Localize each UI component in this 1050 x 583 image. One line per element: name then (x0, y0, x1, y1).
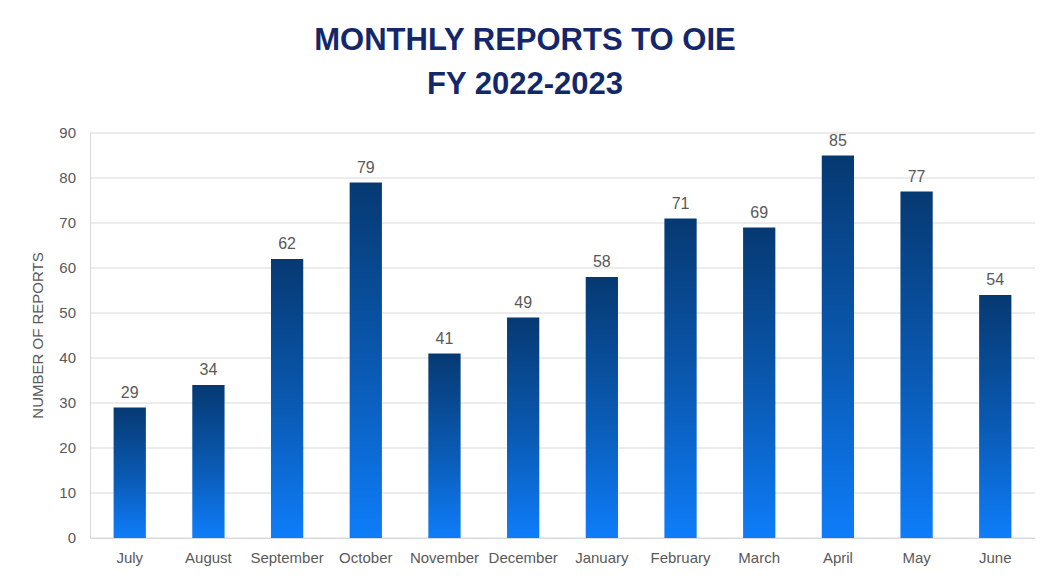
data-labels: 29 34 62 79 41 49 58 71 69 85 77 54 (121, 132, 1004, 401)
y-axis-title: NUMBER OF REPORTS (29, 252, 46, 418)
bar (664, 219, 696, 539)
x-tick-label: December (489, 549, 558, 566)
bar (743, 228, 775, 539)
data-label: 54 (986, 271, 1004, 288)
bar (114, 408, 146, 539)
x-tick: December (489, 538, 558, 566)
bar (586, 277, 618, 538)
chart-title: MONTHLY REPORTS TO OIE FY 2022-2023 (314, 22, 735, 101)
bar (192, 385, 224, 538)
x-tick: October (339, 538, 392, 566)
y-axis-line (90, 134, 91, 539)
y-tick-label: 30 (59, 394, 76, 411)
x-tick-label: January (575, 549, 629, 566)
title-line: FY 2022-2023 (427, 66, 623, 101)
grid-line (90, 493, 1035, 494)
plot-area: 0 10 20 30 40 50 60 70 80 90 July August September Oc… (59, 124, 1035, 565)
x-tick-label: August (185, 549, 233, 566)
y-tick-label: 40 (59, 349, 76, 366)
bar (822, 156, 854, 539)
bars (114, 156, 1012, 539)
y-tick: 60 (59, 259, 90, 276)
grid (90, 133, 1035, 538)
x-tick: November (410, 538, 479, 566)
x-tick-label: March (738, 549, 780, 566)
x-tick: January (575, 538, 629, 566)
data-label: 71 (672, 195, 690, 212)
y-tick: 80 (59, 169, 90, 186)
y-tick-label: 60 (59, 259, 76, 276)
x-tick-label: November (410, 549, 479, 566)
chart-svg: MONTHLY REPORTS TO OIE FY 2022-2023 0 10 20 3… (0, 0, 1050, 583)
title-line: MONTHLY REPORTS TO OIE (314, 22, 735, 57)
x-axis-line (91, 538, 1036, 539)
x-tick-label: April (823, 549, 853, 566)
y-tick: 40 (59, 349, 90, 366)
grid-line (90, 403, 1035, 404)
x-tick: June (979, 538, 1012, 566)
grid-line (90, 313, 1035, 314)
data-label: 77 (908, 168, 926, 185)
y-tick: 50 (59, 304, 90, 321)
x-tick: July (116, 538, 143, 566)
chart-container: MONTHLY REPORTS TO OIE FY 2022-2023 0 10 20 3… (0, 0, 1050, 583)
x-tick-label: September (250, 549, 323, 566)
grid-line (90, 178, 1035, 179)
x-tick: February (651, 538, 712, 566)
grid-line (90, 358, 1035, 359)
data-label: 62 (278, 235, 296, 252)
bar (979, 295, 1011, 538)
y-tick-label: 80 (59, 169, 76, 186)
bar (271, 259, 303, 538)
grid-line (90, 268, 1035, 269)
y-axis: 0 10 20 30 40 50 60 70 80 90 (59, 124, 90, 546)
x-tick-label: February (651, 549, 712, 566)
x-axis: July August September October November Decemb… (91, 538, 1036, 566)
bar (350, 183, 382, 539)
x-tick-label: May (902, 549, 931, 566)
x-tick-label: July (116, 549, 143, 566)
grid-line (90, 538, 1035, 539)
y-tick: 10 (59, 484, 90, 501)
y-tick: 70 (59, 214, 90, 231)
y-tick: 0 (68, 529, 90, 546)
data-label: 34 (200, 361, 218, 378)
bar (507, 318, 539, 539)
x-tick: April (823, 538, 853, 566)
x-tick-label: October (339, 549, 392, 566)
bar (428, 354, 460, 539)
y-tick-label: 20 (59, 439, 76, 456)
grid-line (90, 448, 1035, 449)
data-label: 49 (514, 294, 532, 311)
x-tick: March (738, 538, 780, 566)
x-tick-label: June (979, 549, 1012, 566)
y-tick-label: 70 (59, 214, 76, 231)
y-tick-label: 0 (68, 529, 76, 546)
data-label: 41 (436, 330, 454, 347)
data-label: 29 (121, 384, 139, 401)
bar (900, 192, 932, 539)
grid-line (90, 133, 1035, 134)
x-tick: May (902, 538, 931, 566)
x-tick: September (250, 538, 323, 566)
data-label: 58 (593, 253, 611, 270)
data-label: 69 (750, 204, 768, 221)
y-tick: 90 (59, 124, 90, 141)
y-tick-label: 90 (59, 124, 76, 141)
data-label: 85 (829, 132, 847, 149)
y-tick: 20 (59, 439, 90, 456)
y-tick-label: 10 (59, 484, 76, 501)
grid-line (90, 223, 1035, 224)
data-label: 79 (357, 159, 375, 176)
y-tick: 30 (59, 394, 90, 411)
y-tick-label: 50 (59, 304, 76, 321)
x-tick: August (185, 538, 233, 566)
